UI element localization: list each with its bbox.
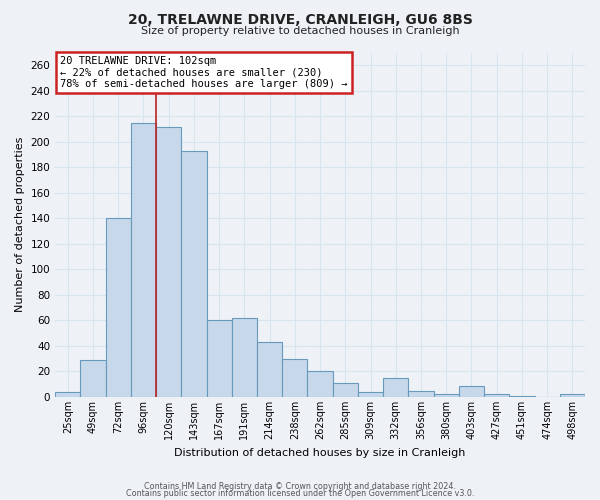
Bar bbox=[257, 342, 282, 397]
Bar bbox=[434, 394, 459, 397]
Bar bbox=[409, 390, 434, 397]
Text: Contains HM Land Registry data © Crown copyright and database right 2024.: Contains HM Land Registry data © Crown c… bbox=[144, 482, 456, 491]
Text: Contains public sector information licensed under the Open Government Licence v3: Contains public sector information licen… bbox=[126, 490, 474, 498]
Bar bbox=[232, 318, 257, 397]
Bar bbox=[307, 372, 332, 397]
Bar bbox=[459, 386, 484, 397]
Bar bbox=[560, 394, 585, 397]
Bar bbox=[131, 122, 156, 397]
Bar bbox=[282, 358, 307, 397]
Bar bbox=[484, 394, 509, 397]
Bar bbox=[55, 392, 80, 397]
Bar bbox=[206, 320, 232, 397]
Bar bbox=[509, 396, 535, 397]
Bar bbox=[332, 383, 358, 397]
Y-axis label: Number of detached properties: Number of detached properties bbox=[15, 137, 25, 312]
Text: 20 TRELAWNE DRIVE: 102sqm
← 22% of detached houses are smaller (230)
78% of semi: 20 TRELAWNE DRIVE: 102sqm ← 22% of detac… bbox=[61, 56, 348, 89]
Bar bbox=[358, 392, 383, 397]
Text: Size of property relative to detached houses in Cranleigh: Size of property relative to detached ho… bbox=[140, 26, 460, 36]
Bar bbox=[106, 218, 131, 397]
X-axis label: Distribution of detached houses by size in Cranleigh: Distribution of detached houses by size … bbox=[175, 448, 466, 458]
Bar bbox=[80, 360, 106, 397]
Bar bbox=[181, 151, 206, 397]
Bar bbox=[156, 126, 181, 397]
Bar bbox=[383, 378, 409, 397]
Text: 20, TRELAWNE DRIVE, CRANLEIGH, GU6 8BS: 20, TRELAWNE DRIVE, CRANLEIGH, GU6 8BS bbox=[128, 12, 472, 26]
